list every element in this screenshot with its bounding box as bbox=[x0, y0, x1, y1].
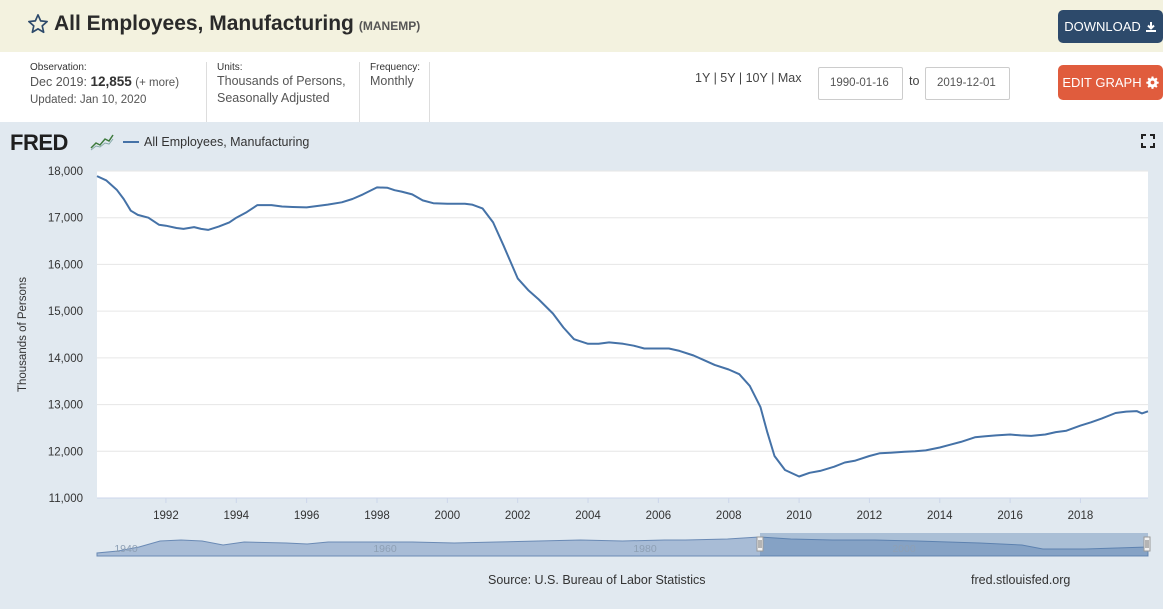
observation-label: Observation: bbox=[30, 62, 87, 73]
observation-value: 12,855 bbox=[90, 74, 132, 89]
x-tick-label: 2000 bbox=[435, 510, 461, 522]
x-tick-label: 2006 bbox=[646, 510, 672, 522]
to-label: to bbox=[909, 74, 920, 88]
x-tick-label: 2010 bbox=[786, 510, 812, 522]
end-date-input[interactable]: 2019-12-01 bbox=[925, 67, 1010, 100]
y-axis-label: Thousands of Persons bbox=[17, 277, 29, 392]
legend-label: All Employees, Manufacturing bbox=[144, 135, 310, 149]
meta-divider bbox=[359, 62, 360, 122]
series-title: All Employees, Manufacturing bbox=[54, 12, 354, 35]
range-max-link[interactable]: Max bbox=[777, 71, 802, 85]
range-separator: | bbox=[738, 71, 743, 85]
observation-block: Observation: Dec 2019: 12,855 (+ more) U… bbox=[30, 62, 179, 109]
navigator-handle[interactable] bbox=[1143, 536, 1151, 552]
legend-swatch bbox=[123, 141, 139, 143]
x-tick-label: 2018 bbox=[1068, 510, 1094, 522]
updated-date: Updated: Jan 10, 2020 bbox=[30, 94, 147, 106]
frequency-block: Frequency: Monthly bbox=[370, 62, 420, 90]
fred-logo[interactable]: FRED bbox=[10, 130, 68, 155]
y-tick-label: 16,000 bbox=[48, 259, 83, 271]
navigator-tick-label: 1940 bbox=[114, 543, 138, 555]
download-label: DOWNLOAD bbox=[1064, 19, 1141, 34]
y-tick-label: 15,000 bbox=[48, 306, 83, 318]
series-metadata: Observation: Dec 2019: 12,855 (+ more) U… bbox=[0, 52, 1163, 122]
units-label: Units: bbox=[217, 62, 243, 73]
star-outline-icon[interactable] bbox=[27, 13, 49, 35]
plot-background bbox=[97, 171, 1148, 498]
chart-legend: All Employees, Manufacturing bbox=[123, 135, 309, 149]
units-line2: Seasonally Adjusted bbox=[217, 91, 330, 105]
download-button[interactable]: DOWNLOAD bbox=[1058, 10, 1163, 43]
navigator-tick-label: 2000 bbox=[892, 543, 916, 555]
x-tick-label: 1994 bbox=[223, 510, 249, 522]
edit-graph-button[interactable]: EDIT GRAPH bbox=[1058, 65, 1163, 100]
x-tick-label: 1992 bbox=[153, 510, 179, 522]
date-range-links: 1Y | 5Y | 10Y | Max bbox=[695, 71, 801, 85]
edit-graph-label: EDIT GRAPH bbox=[1062, 75, 1142, 90]
x-tick-label: 2012 bbox=[857, 510, 883, 522]
fullscreen-icon[interactable] bbox=[1141, 134, 1155, 148]
units-line1: Thousands of Persons, bbox=[217, 74, 346, 88]
more-observations-link[interactable]: (+ more) bbox=[135, 77, 180, 89]
frequency-label: Frequency: bbox=[370, 62, 421, 73]
y-tick-label: 18,000 bbox=[48, 166, 83, 178]
page-title: All Employees, Manufacturing (MANEMP) bbox=[54, 12, 420, 36]
gear-icon bbox=[1145, 76, 1159, 89]
download-icon bbox=[1145, 21, 1156, 32]
y-tick-label: 14,000 bbox=[48, 353, 83, 365]
observation-date: Dec 2019: bbox=[30, 75, 87, 89]
x-tick-label: 2016 bbox=[997, 510, 1023, 522]
range-separator: | bbox=[713, 71, 717, 85]
range-1y-link[interactable]: 1Y bbox=[695, 71, 711, 85]
navigator-tick-label: 1960 bbox=[373, 543, 397, 555]
title-bar: All Employees, Manufacturing (MANEMP) DOW… bbox=[0, 0, 1163, 52]
y-tick-label: 11,000 bbox=[49, 493, 83, 505]
navigator-selected-range bbox=[760, 533, 1148, 556]
range-5y-link[interactable]: 5Y bbox=[720, 71, 736, 85]
fred-url-link[interactable]: fred.stlouisfed.org bbox=[971, 573, 1071, 587]
fred-logo-chart-icon bbox=[90, 133, 114, 151]
navigator-series-area bbox=[96, 536, 1149, 557]
y-tick-label: 17,000 bbox=[48, 213, 83, 225]
navigator-handle[interactable] bbox=[756, 536, 764, 552]
range-separator: | bbox=[771, 71, 775, 85]
y-tick-label: 12,000 bbox=[48, 446, 83, 458]
x-tick-label: 2002 bbox=[505, 510, 531, 522]
navigator-tick-label: 1980 bbox=[633, 543, 657, 555]
x-tick-label: 2008 bbox=[716, 510, 742, 522]
x-tick-label: 1996 bbox=[294, 510, 320, 522]
meta-divider bbox=[206, 62, 207, 122]
range-10y-link[interactable]: 10Y bbox=[745, 71, 768, 85]
y-tick-label: 13,000 bbox=[48, 400, 83, 412]
x-tick-label: 2014 bbox=[927, 510, 953, 522]
series-line bbox=[96, 175, 1149, 478]
observation-line: Dec 2019: 12,855 (+ more) bbox=[30, 73, 179, 92]
meta-divider bbox=[429, 62, 430, 122]
start-date-input[interactable]: 1990-01-16 bbox=[818, 67, 903, 100]
chart-source: Source: U.S. Bureau of Labor Statistics bbox=[488, 573, 706, 587]
x-tick-label: 1998 bbox=[364, 510, 390, 522]
frequency-value: Monthly bbox=[370, 74, 414, 88]
series-id: (MANEMP) bbox=[358, 19, 421, 33]
x-tick-label: 2004 bbox=[575, 510, 601, 522]
units-block: Units: Thousands of Persons, Seasonally … bbox=[217, 62, 346, 107]
